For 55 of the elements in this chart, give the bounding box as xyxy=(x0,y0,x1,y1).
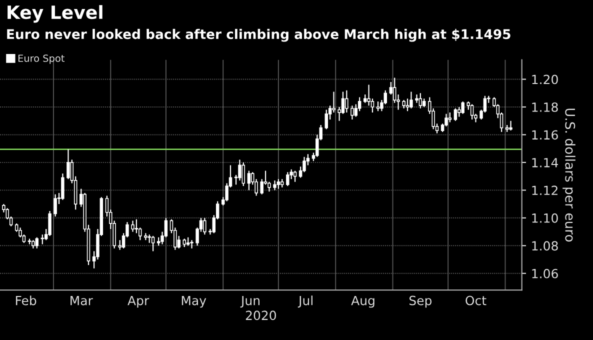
candlestick xyxy=(48,210,52,236)
candlestick xyxy=(40,234,44,245)
x-tick-label: Oct xyxy=(466,296,486,306)
candlestick xyxy=(247,170,251,191)
candlestick xyxy=(509,120,512,132)
candlestick xyxy=(293,170,297,182)
candlestick xyxy=(324,109,328,130)
x-tick-label: Jun xyxy=(240,296,260,308)
candlestick xyxy=(276,178,280,190)
candlestick xyxy=(131,220,134,232)
candlestick xyxy=(286,172,290,187)
candlestick xyxy=(61,172,64,200)
candlestick xyxy=(273,180,276,191)
y-tick-label: 1.06 xyxy=(532,268,558,278)
y-tick-label: 1.10 xyxy=(532,213,558,223)
x-tick-label: Aug xyxy=(351,296,374,308)
candlestick xyxy=(190,240,194,249)
y-tick-label: 1.18 xyxy=(532,102,558,112)
candlestick xyxy=(66,148,70,180)
candlestick xyxy=(415,94,418,104)
candlestick xyxy=(410,91,413,109)
x-tick-label: Sep xyxy=(409,296,432,308)
y-tick-label: 1.12 xyxy=(532,186,558,195)
y-tick-label: 1.20 xyxy=(532,74,558,84)
candlestick xyxy=(345,90,348,114)
y-axis-title: U.S. dollars per euro xyxy=(562,108,576,242)
candlestick xyxy=(448,112,452,123)
x-tick-label: Jul xyxy=(298,296,312,308)
candlestick xyxy=(242,162,246,187)
chart-title: Key Level xyxy=(8,5,102,23)
candlestick xyxy=(454,108,458,122)
candlestick xyxy=(418,92,422,109)
candlestick xyxy=(238,159,242,182)
candlestick xyxy=(461,100,464,114)
candlestick xyxy=(376,100,380,112)
candlestick xyxy=(458,106,461,118)
candlestick xyxy=(350,105,354,120)
chart-subtitle: Euro never looked back after climbing above March high at $1.1495 xyxy=(7,28,510,42)
y-tick-label: 1.14 xyxy=(532,158,558,168)
candlestick xyxy=(118,240,122,250)
x-tick-label: May xyxy=(182,296,206,308)
x-tick-label: Feb xyxy=(16,296,36,306)
x-axis-title: 2020 xyxy=(246,310,276,320)
x-tick-label: Mar xyxy=(70,296,93,306)
x-tick-label: Apr xyxy=(128,296,150,308)
y-tick-label: 1.08 xyxy=(532,241,558,251)
candlestick xyxy=(470,104,474,120)
candlestick xyxy=(332,91,336,114)
legend-label: Euro Spot xyxy=(18,54,64,64)
candlestick xyxy=(35,236,38,249)
candlestick xyxy=(151,235,155,252)
candlestick xyxy=(406,98,410,112)
candlestick xyxy=(203,217,206,236)
candlestick xyxy=(54,194,57,218)
y-tick-label: 1.16 xyxy=(532,130,558,140)
